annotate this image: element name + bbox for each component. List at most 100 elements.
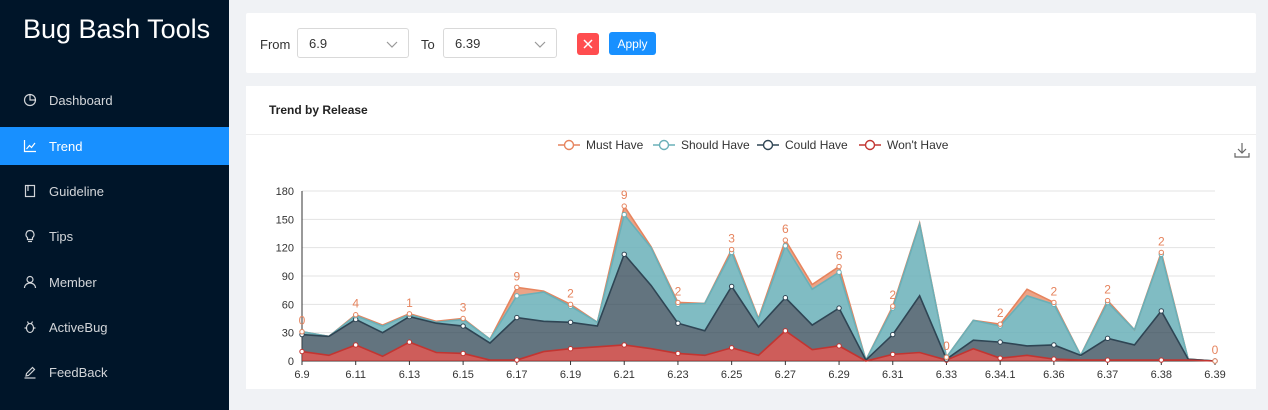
data-point (567, 346, 574, 352)
x-tick-label: 6.11 (345, 369, 366, 381)
x-tick-label: 6.23 (667, 369, 688, 381)
data-point (782, 243, 789, 249)
data-label: 3 (728, 232, 735, 246)
sidebar-item-dashboard[interactable]: Dashboard (0, 81, 229, 119)
legend-item: Could Have (785, 138, 848, 152)
data-point (460, 323, 466, 329)
data-point (353, 312, 359, 318)
data-point (1158, 357, 1164, 363)
data-label: 0 (1212, 343, 1219, 357)
from-select-value: 6.9 (309, 36, 328, 51)
user-icon (23, 275, 37, 289)
data-point (1158, 308, 1164, 314)
download-icon[interactable] (1234, 142, 1250, 158)
data-point (997, 355, 1003, 361)
data-point (460, 350, 466, 357)
filter-card: From 6.9 To 6.39 (246, 13, 1256, 73)
data-point (890, 303, 896, 309)
sidebar-item-label: Member (49, 274, 97, 290)
data-label: 2 (675, 284, 682, 298)
data-point (997, 321, 1003, 327)
data-label: 6 (836, 249, 843, 263)
data-point (406, 311, 413, 317)
data-point (1104, 297, 1111, 304)
data-point (514, 357, 520, 363)
data-point (782, 295, 789, 301)
x-tick-label: 6.13 (399, 369, 420, 381)
to-select[interactable]: 6.39 (443, 28, 557, 58)
bug-icon (23, 320, 37, 334)
data-point (836, 305, 842, 311)
data-point (836, 263, 842, 270)
chart-card: Trend by Release 0 30 60 90 120 150 180 6.9 6.11… (246, 86, 1256, 389)
data-label: 1 (406, 296, 413, 310)
data-point (567, 319, 574, 325)
sidebar-item-activebug[interactable]: ActiveBug (0, 308, 229, 346)
legend-item: Won't Have (887, 138, 949, 152)
data-label: 9 (621, 188, 628, 202)
data-point (728, 345, 735, 351)
data-point (1051, 342, 1057, 348)
edit-icon (23, 365, 37, 379)
data-point (621, 211, 627, 218)
area-could-have (302, 254, 1215, 361)
divider (246, 134, 1256, 135)
data-point (782, 328, 789, 334)
sidebar-item-member[interactable]: Member (0, 263, 229, 301)
data-point (675, 350, 681, 357)
legend-marker (864, 139, 876, 151)
sidebar-item-trend[interactable]: Trend (0, 127, 229, 165)
data-label: 6 (782, 222, 789, 236)
y-tick-label: 150 (276, 214, 294, 226)
y-tick-label: 0 (288, 356, 294, 368)
x-tick-label: 6.34.1 (985, 369, 1016, 381)
data-point (1051, 356, 1057, 362)
x-tick-label: 6.25 (721, 369, 742, 381)
data-label: 0 (943, 339, 950, 353)
data-label: 2 (997, 306, 1004, 320)
legend-marker (563, 139, 575, 151)
x-tick-label: 6.31 (882, 369, 903, 381)
data-point (460, 315, 466, 322)
data-point (728, 246, 735, 253)
data-label: 0 (299, 314, 306, 328)
series-line (301, 212, 1216, 363)
legend-item: Should Have (681, 138, 750, 152)
data-label: 2 (1158, 234, 1165, 248)
data-point (1104, 357, 1111, 363)
data-point (1158, 249, 1164, 256)
data-label: 2 (1104, 283, 1111, 297)
y-tick-label: 90 (282, 271, 294, 283)
legend-marker (762, 139, 774, 151)
sidebar-item-label: Guideline (49, 183, 104, 199)
data-point (675, 299, 681, 306)
x-tick-label: 6.39 (1204, 369, 1225, 381)
y-tick-label: 120 (276, 243, 294, 255)
data-point (621, 203, 627, 209)
sidebar-item-feedback[interactable]: FeedBack (0, 353, 229, 391)
data-point (890, 331, 896, 338)
x-tick-label: 6.36 (1043, 369, 1064, 381)
data-label: 2 (567, 286, 574, 300)
data-point (514, 284, 520, 291)
data-point (1051, 299, 1057, 306)
data-label: 3 (460, 301, 467, 315)
clear-button[interactable] (577, 33, 599, 55)
sidebar-item-tips[interactable]: Tips (0, 217, 229, 255)
data-label: 4 (352, 297, 359, 311)
legend-item: Must Have (586, 138, 644, 152)
data-point (890, 351, 896, 358)
apply-button[interactable]: Apply (609, 32, 656, 55)
data-point (621, 342, 627, 348)
chevron-down-icon (534, 41, 546, 48)
from-select[interactable]: 6.9 (297, 28, 409, 58)
x-tick-label: 6.27 (775, 369, 796, 381)
sidebar-item-guideline[interactable]: Guideline (0, 172, 229, 210)
data-label: 2 (889, 288, 896, 302)
data-point (406, 339, 413, 345)
data-point (567, 301, 574, 308)
sidebar-item-label: Tips (49, 228, 74, 244)
bulb-icon (23, 229, 37, 243)
line-chart-icon (23, 139, 37, 153)
